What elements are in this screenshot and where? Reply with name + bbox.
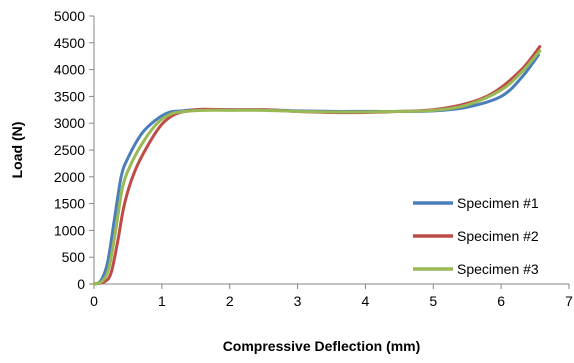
y-axis-title: Load (N) — [9, 122, 25, 179]
x-tick-label: 5 — [429, 293, 437, 309]
series-lines — [92, 45, 542, 286]
legend-label-specimen-2: Specimen #2 — [457, 228, 539, 244]
series-line-specimen-1 — [92, 53, 540, 286]
y-tick-label: 500 — [62, 249, 86, 265]
y-tick-label: 3500 — [54, 88, 85, 104]
x-tick-label: 2 — [226, 293, 234, 309]
legend-label-specimen-1: Specimen #1 — [457, 195, 539, 211]
series-line-specimen-3 — [92, 49, 542, 286]
x-tick-label: 4 — [362, 293, 370, 309]
x-tick-label: 7 — [565, 293, 573, 309]
y-tick-label: 4500 — [54, 35, 85, 51]
y-tick-label: 0 — [77, 276, 85, 292]
y-tick-label: 1500 — [54, 196, 85, 212]
y-tick-label: 4000 — [54, 62, 85, 78]
y-tick-label: 3000 — [54, 115, 85, 131]
x-tick-label: 0 — [90, 293, 98, 309]
x-tick-label: 6 — [497, 293, 505, 309]
y-tick-label: 2500 — [54, 142, 85, 158]
series-line-specimen-2 — [92, 45, 542, 286]
x-tick-label: 3 — [294, 293, 302, 309]
y-tick-label: 2000 — [54, 169, 85, 185]
y-tick-label: 5000 — [54, 8, 85, 24]
x-axis-title: Compressive Deflection (mm) — [223, 338, 421, 354]
x-tick-label: 1 — [158, 293, 166, 309]
legend-label-specimen-3: Specimen #3 — [457, 261, 539, 277]
legend: Specimen #1 Specimen #2 Specimen #3 — [413, 195, 539, 277]
y-tick-label: 1000 — [54, 222, 85, 238]
axes: 0 500 1000 1500 2000 2500 3000 3500 4000 4500 5000… — [54, 8, 573, 309]
